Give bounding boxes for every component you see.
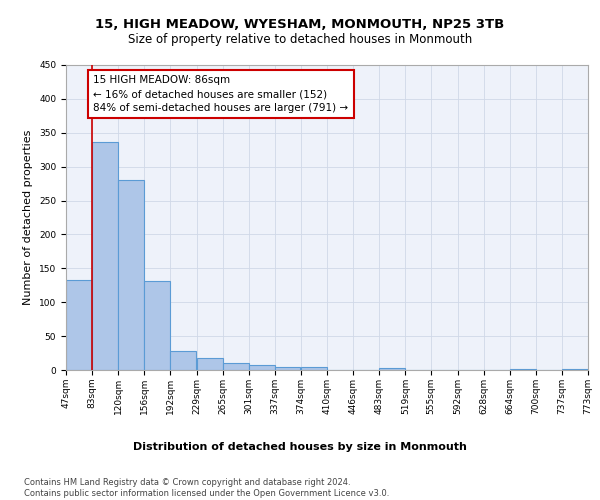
- Bar: [275, 368, 301, 370]
- Bar: [92, 142, 118, 370]
- Bar: [248, 366, 275, 370]
- Y-axis label: Number of detached properties: Number of detached properties: [23, 130, 34, 305]
- Text: Distribution of detached houses by size in Monmouth: Distribution of detached houses by size …: [133, 442, 467, 452]
- Bar: [145, 280, 170, 370]
- Bar: [509, 368, 536, 370]
- Bar: [197, 358, 223, 370]
- Text: 15 HIGH MEADOW: 86sqm
← 16% of detached houses are smaller (152)
84% of semi-det: 15 HIGH MEADOW: 86sqm ← 16% of detached …: [94, 75, 349, 113]
- Bar: [301, 368, 327, 370]
- Text: Size of property relative to detached houses in Monmouth: Size of property relative to detached ho…: [128, 32, 472, 46]
- Bar: [562, 368, 588, 370]
- Bar: [118, 180, 145, 370]
- Bar: [379, 368, 406, 370]
- Text: 15, HIGH MEADOW, WYESHAM, MONMOUTH, NP25 3TB: 15, HIGH MEADOW, WYESHAM, MONMOUTH, NP25…: [95, 18, 505, 30]
- Text: Contains HM Land Registry data © Crown copyright and database right 2024.
Contai: Contains HM Land Registry data © Crown c…: [24, 478, 389, 498]
- Bar: [223, 362, 248, 370]
- Bar: [170, 351, 196, 370]
- Bar: [66, 280, 92, 370]
